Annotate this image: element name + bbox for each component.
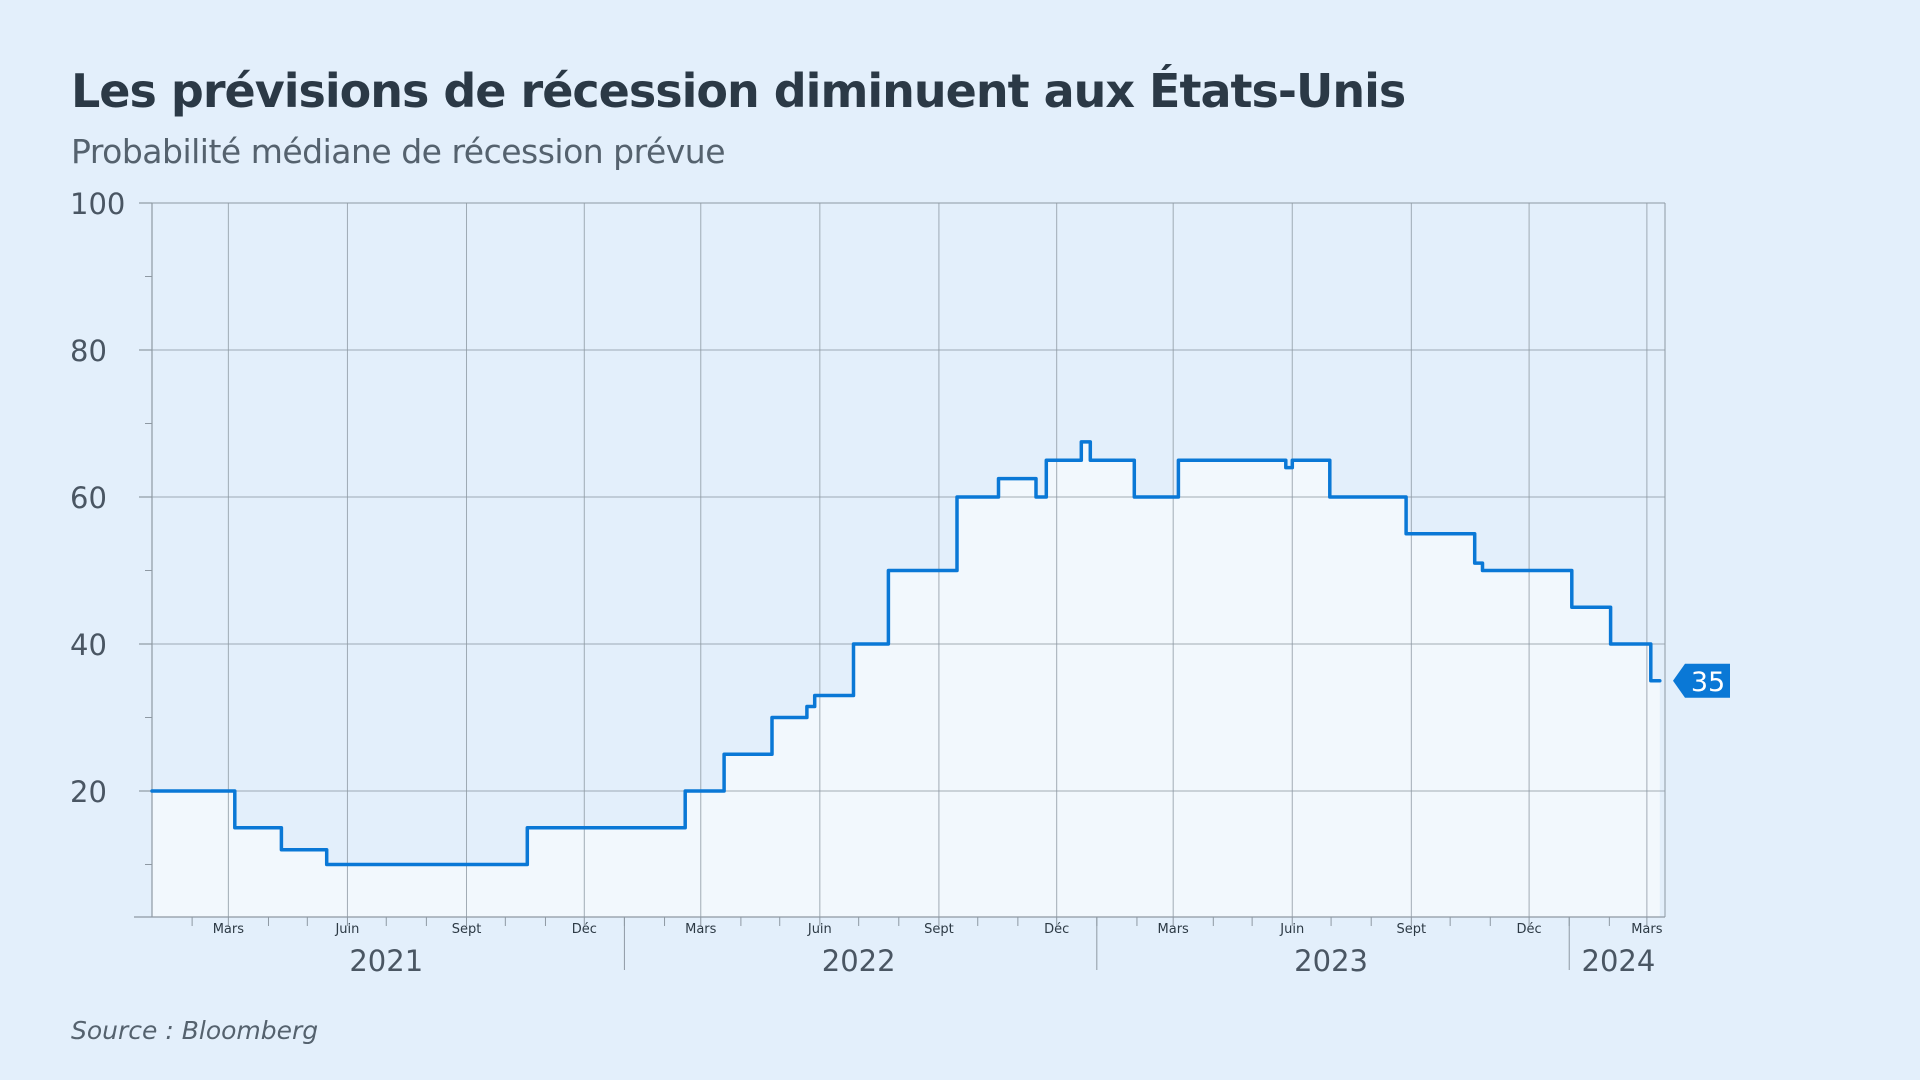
tick-labels: 20 40 60 80 100 Mars Juin Sept Déc Mars Juin Sept Dé… (70, 187, 1663, 978)
last-value-badge: 35 (1673, 663, 1730, 698)
x-month-label: Sept (924, 922, 954, 937)
y-tick-label: 60 (70, 481, 107, 515)
x-month-label: Déc (1044, 922, 1069, 937)
series-line-group (150, 440, 1662, 867)
y-tick-label: 20 (70, 775, 107, 809)
x-month-label: Juin (807, 922, 832, 937)
x-month-label: Mars (1158, 922, 1190, 937)
x-month-label: Sept (1397, 922, 1427, 937)
x-year-label: 2024 (1582, 944, 1656, 978)
chart-subtitle: Probabilité médiane de récession prévue (71, 132, 726, 171)
x-month-label: Déc (1517, 922, 1542, 937)
x-month-label: Déc (572, 922, 597, 937)
x-year-label: 2022 (822, 944, 896, 978)
axes (134, 202, 1665, 970)
x-month-label: Mars (685, 922, 717, 937)
series-area (152, 441, 1660, 917)
x-month-label: Juin (1279, 922, 1304, 937)
x-year-label: 2021 (349, 944, 423, 978)
y-tick-label: 40 (70, 628, 107, 662)
source-note: Source : Bloomberg (71, 1016, 319, 1045)
x-month-label: Mars (1631, 922, 1663, 937)
last-value-label: 35 (1691, 667, 1725, 698)
series-line (150, 440, 1662, 867)
x-year-label: 2023 (1294, 944, 1368, 978)
y-tick-label: 80 (70, 334, 107, 368)
x-month-label: Mars (213, 922, 245, 937)
last-value-badge-shape (1673, 663, 1730, 698)
x-month-label: Sept (452, 922, 482, 937)
area-under-line (152, 441, 1660, 917)
gridlines (152, 202, 1666, 917)
x-month-label: Juin (334, 922, 359, 937)
chart-title: Les prévisions de récession diminuent au… (71, 64, 1406, 118)
y-tick-label: 100 (70, 187, 125, 221)
